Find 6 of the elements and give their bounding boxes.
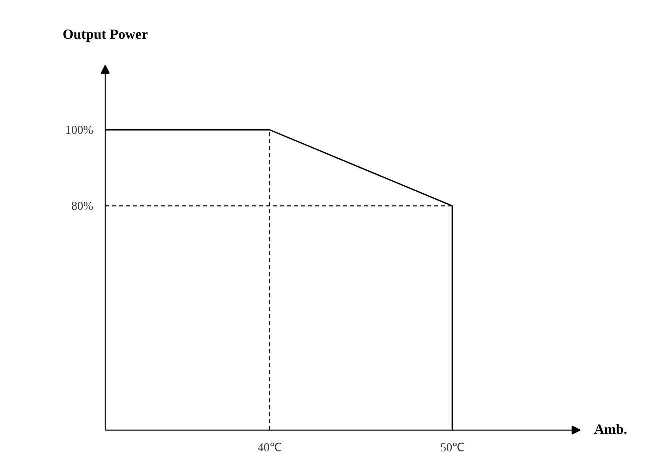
x-tick-label: 40℃ (258, 440, 282, 454)
y-axis-title: Output Power (62, 28, 148, 43)
y-tick-label: 80% (71, 199, 94, 214)
x-tick-label: 50℃ (440, 440, 465, 454)
y-tick-label: 100% (65, 123, 94, 138)
x-axis-title: Amb. (594, 422, 628, 438)
